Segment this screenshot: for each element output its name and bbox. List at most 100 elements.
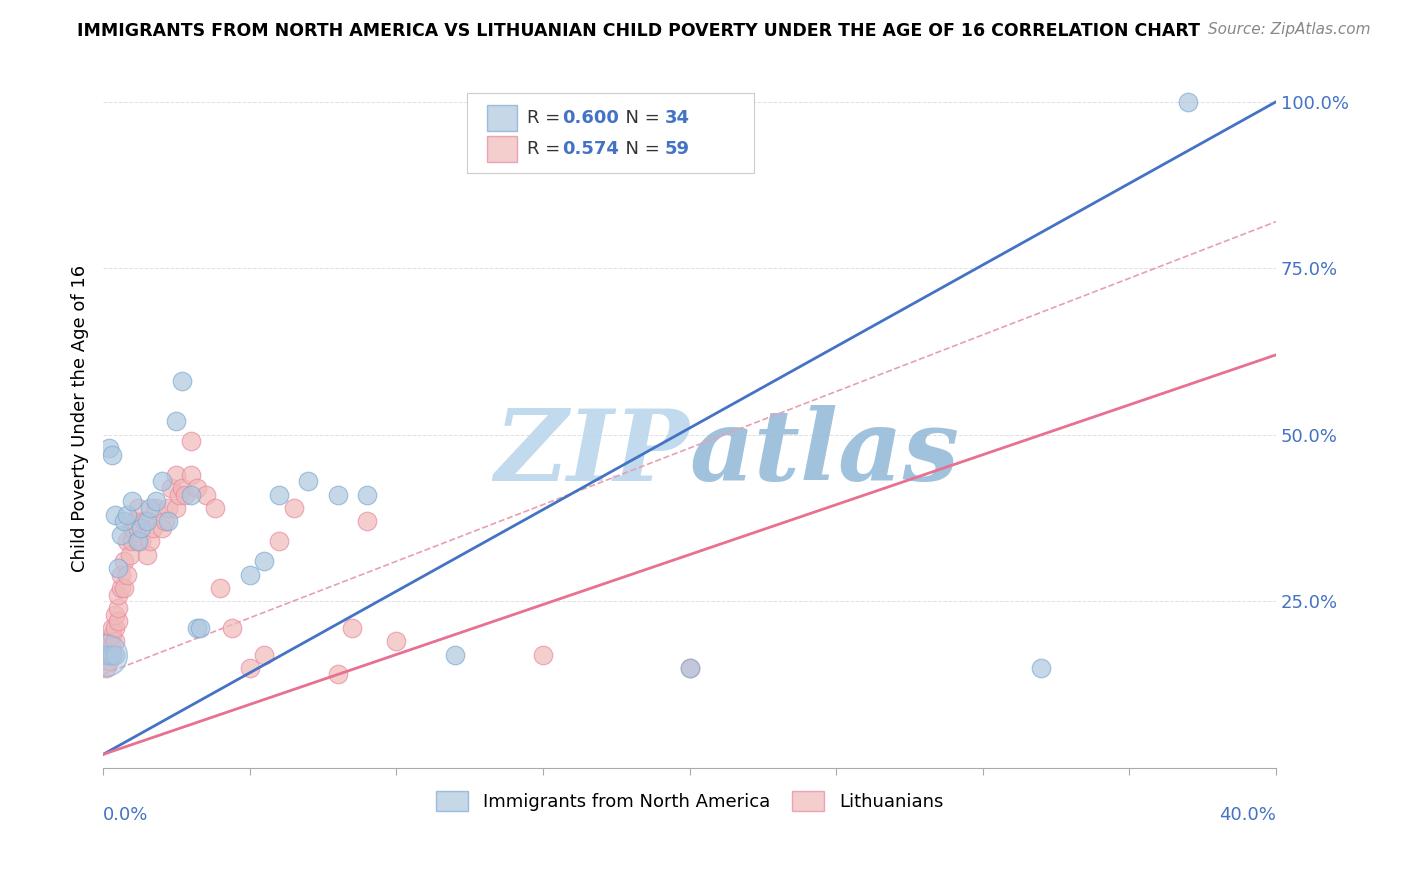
Point (356, 514, 378, 528)
Point (94, 648, 117, 662)
Point (194, 488, 217, 502)
Point (188, 621, 211, 635)
Point (101, 648, 124, 662)
Point (118, 548, 141, 562)
Point (136, 548, 159, 562)
Point (107, 588, 129, 602)
Point (121, 534, 143, 549)
Point (115, 534, 138, 549)
Point (94, 648, 117, 662)
Point (127, 534, 149, 549)
Point (283, 501, 305, 516)
Point (110, 581, 132, 595)
Point (145, 494, 167, 508)
Point (121, 494, 143, 508)
Point (98, 648, 121, 662)
Point (101, 648, 124, 662)
Point (253, 554, 276, 568)
Point (165, 467, 187, 482)
Point (1177, 95, 1199, 109)
Point (115, 567, 138, 582)
Point (112, 554, 135, 568)
FancyBboxPatch shape (486, 136, 517, 161)
Point (104, 634, 127, 648)
Text: 40.0%: 40.0% (1219, 806, 1277, 824)
Point (153, 514, 176, 528)
Point (101, 448, 124, 462)
Point (139, 501, 162, 516)
Point (98, 441, 121, 455)
Point (129, 521, 152, 535)
Point (186, 621, 208, 635)
Point (134, 514, 156, 528)
Point (239, 567, 262, 582)
Point (107, 614, 129, 628)
Point (101, 640, 124, 655)
Point (356, 488, 378, 502)
Point (253, 648, 276, 662)
Point (112, 514, 135, 528)
Point (110, 527, 132, 541)
Point (209, 581, 232, 595)
Point (169, 488, 191, 502)
Point (107, 600, 129, 615)
Point (165, 414, 187, 428)
Text: IMMIGRANTS FROM NORTH AMERICA VS LITHUANIAN CHILD POVERTY UNDER THE AGE OF 16 CO: IMMIGRANTS FROM NORTH AMERICA VS LITHUAN… (77, 22, 1201, 40)
Y-axis label: Child Poverty Under the Age of 16: Child Poverty Under the Age of 16 (72, 265, 89, 572)
Point (150, 521, 173, 535)
Text: R =: R = (526, 109, 571, 127)
Point (142, 521, 165, 535)
Point (156, 514, 179, 528)
Point (129, 534, 152, 549)
Point (186, 481, 208, 495)
Point (156, 501, 179, 516)
Point (110, 567, 132, 582)
Point (1031, 661, 1053, 675)
Point (127, 534, 149, 549)
Text: ZIP: ZIP (495, 405, 689, 501)
FancyBboxPatch shape (486, 105, 517, 131)
Text: 0.574: 0.574 (562, 139, 619, 158)
Point (145, 501, 167, 516)
Point (326, 667, 349, 681)
Text: R =: R = (526, 139, 571, 158)
Point (342, 621, 364, 635)
Point (678, 661, 700, 675)
Point (124, 514, 146, 528)
Point (531, 648, 554, 662)
Legend: Immigrants from North America, Lithuanians: Immigrants from North America, Lithuania… (429, 784, 950, 818)
Point (139, 534, 162, 549)
Point (107, 561, 129, 575)
Point (678, 661, 700, 675)
Point (385, 634, 408, 648)
FancyBboxPatch shape (467, 93, 754, 173)
Point (104, 621, 127, 635)
Point (121, 521, 143, 535)
Text: 34: 34 (665, 109, 690, 127)
Text: 0.600: 0.600 (562, 109, 619, 127)
Text: N =: N = (614, 139, 672, 158)
Point (180, 488, 202, 502)
Point (104, 607, 127, 622)
Point (112, 581, 135, 595)
Point (444, 648, 467, 662)
Point (180, 467, 202, 482)
Point (204, 501, 226, 516)
Point (150, 475, 173, 489)
Point (172, 481, 194, 495)
Point (127, 501, 149, 516)
Point (94, 648, 117, 662)
Point (165, 501, 187, 516)
Point (101, 627, 124, 641)
Text: atlas: atlas (689, 405, 959, 501)
Point (98, 640, 121, 655)
Point (115, 508, 138, 522)
Point (104, 508, 127, 522)
Point (180, 434, 202, 449)
Point (94, 661, 117, 675)
Point (172, 375, 194, 389)
Point (98, 634, 121, 648)
Point (267, 488, 290, 502)
Point (159, 481, 181, 495)
Point (136, 514, 159, 528)
